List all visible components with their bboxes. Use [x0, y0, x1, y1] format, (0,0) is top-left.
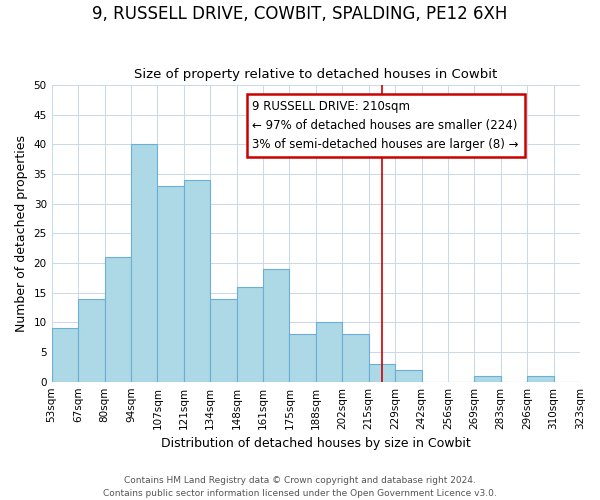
Text: 9 RUSSELL DRIVE: 210sqm
← 97% of detached houses are smaller (224)
3% of semi-de: 9 RUSSELL DRIVE: 210sqm ← 97% of detache… — [253, 100, 519, 151]
Bar — [78, 298, 104, 382]
Text: 9, RUSSELL DRIVE, COWBIT, SPALDING, PE12 6XH: 9, RUSSELL DRIVE, COWBIT, SPALDING, PE12… — [92, 5, 508, 23]
Bar — [527, 376, 554, 382]
Text: Contains HM Land Registry data © Crown copyright and database right 2024.
Contai: Contains HM Land Registry data © Crown c… — [103, 476, 497, 498]
Bar — [210, 298, 236, 382]
Bar — [475, 376, 501, 382]
Bar — [395, 370, 421, 382]
Bar — [236, 286, 263, 382]
Bar — [342, 334, 368, 382]
X-axis label: Distribution of detached houses by size in Cowbit: Distribution of detached houses by size … — [161, 437, 471, 450]
Bar — [289, 334, 316, 382]
Title: Size of property relative to detached houses in Cowbit: Size of property relative to detached ho… — [134, 68, 497, 81]
Bar — [131, 144, 157, 382]
Bar — [368, 364, 395, 382]
Y-axis label: Number of detached properties: Number of detached properties — [15, 135, 28, 332]
Bar — [316, 322, 342, 382]
Bar — [52, 328, 78, 382]
Bar — [263, 269, 289, 382]
Bar — [104, 257, 131, 382]
Bar — [157, 186, 184, 382]
Bar — [184, 180, 210, 382]
